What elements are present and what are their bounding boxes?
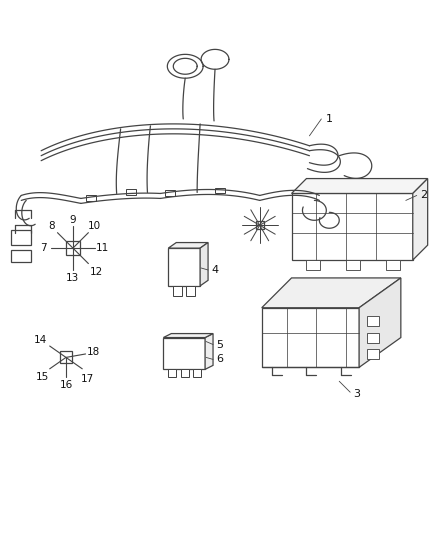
Bar <box>256 221 264 229</box>
Bar <box>346 260 360 270</box>
Text: 17: 17 <box>81 374 95 384</box>
Text: 13: 13 <box>66 273 80 283</box>
Bar <box>168 248 200 286</box>
Polygon shape <box>262 278 401 308</box>
Bar <box>193 369 201 377</box>
Bar <box>367 333 379 343</box>
Polygon shape <box>292 179 427 193</box>
Text: 8: 8 <box>48 221 54 231</box>
Bar <box>168 369 176 377</box>
Text: 7: 7 <box>40 243 46 253</box>
Polygon shape <box>359 278 401 367</box>
Bar <box>367 316 379 326</box>
Polygon shape <box>262 308 359 367</box>
Bar <box>163 337 205 369</box>
Text: 1: 1 <box>326 114 333 124</box>
Text: 5: 5 <box>216 340 223 350</box>
Text: 14: 14 <box>34 335 47 344</box>
Text: 10: 10 <box>88 221 101 231</box>
Polygon shape <box>163 334 213 337</box>
Polygon shape <box>11 250 31 262</box>
Text: 11: 11 <box>96 243 110 253</box>
Text: 6: 6 <box>216 354 223 365</box>
Bar <box>66 241 80 255</box>
Bar <box>215 188 225 193</box>
Text: 4: 4 <box>212 265 219 275</box>
Polygon shape <box>413 179 427 260</box>
Bar <box>126 190 135 196</box>
Bar <box>367 350 379 359</box>
Text: 18: 18 <box>87 348 100 358</box>
Bar <box>181 369 189 377</box>
Bar <box>307 260 320 270</box>
Text: 12: 12 <box>90 267 103 277</box>
Bar <box>86 196 96 201</box>
Text: 15: 15 <box>35 372 49 382</box>
Bar <box>386 260 400 270</box>
Polygon shape <box>11 230 31 245</box>
Text: 3: 3 <box>353 389 360 399</box>
Bar <box>186 286 195 296</box>
Bar <box>165 190 175 197</box>
Text: 16: 16 <box>60 380 73 390</box>
Bar <box>173 286 182 296</box>
Text: 9: 9 <box>70 215 76 225</box>
Bar <box>60 351 72 364</box>
Polygon shape <box>205 334 213 369</box>
Bar <box>292 193 413 260</box>
Polygon shape <box>200 243 208 286</box>
Polygon shape <box>168 243 208 248</box>
Text: 2: 2 <box>420 190 427 200</box>
